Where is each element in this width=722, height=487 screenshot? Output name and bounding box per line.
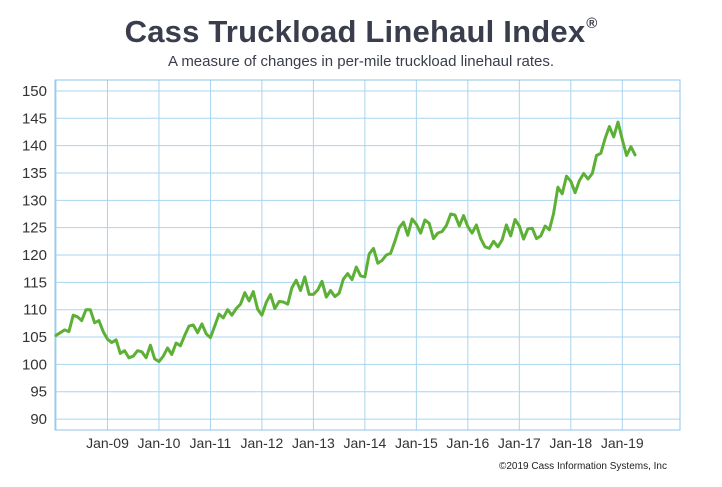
y-tick-label: 110 <box>23 302 47 319</box>
chart-subtitle: A measure of changes in per-mile trucklo… <box>167 53 555 70</box>
y-tick-label: 100 <box>22 356 47 373</box>
chart-title-row: Cass Truckload Linehaul Index® <box>0 14 722 50</box>
x-tick-label: Jan-10 <box>138 435 181 451</box>
chart-title: Cass Truckload Linehaul Index <box>124 14 586 49</box>
copyright-notice: ©2019 Cass Information Systems, Inc <box>499 461 667 472</box>
y-tick-label: 145 <box>22 110 47 127</box>
y-tick-label: 150 <box>22 83 47 100</box>
y-tick-label: 135 <box>22 165 47 182</box>
x-tick-label: Jan-15 <box>395 435 438 451</box>
plot-frame <box>54 79 681 431</box>
x-tick-label: Jan-13 <box>292 435 335 451</box>
x-tick-label: Jan-16 <box>446 435 489 451</box>
y-axis-tick-labels: 150 145 140 135 130 125 120 115 110 105 100 95 90 <box>22 83 47 428</box>
y-tick-label: 95 <box>30 384 47 401</box>
x-tick-label: Jan-11 <box>190 435 232 451</box>
y-tick-label: 125 <box>22 220 47 237</box>
y-tick-label: 105 <box>22 329 47 346</box>
y-tick-label: 130 <box>22 192 47 209</box>
y-tick-label: 115 <box>23 274 47 291</box>
y-tick-label: 120 <box>22 247 47 264</box>
x-axis-tick-labels: Jan-09 Jan-10 Jan-11 Jan-12 Jan-13 Jan-14 Jan-… <box>86 435 644 451</box>
x-tick-label: Jan-09 <box>86 435 129 451</box>
plot-border <box>54 79 681 431</box>
y-tick-label: 90 <box>30 411 47 428</box>
x-tick-label: Jan-12 <box>241 435 284 451</box>
y-tick-label: 140 <box>22 138 47 155</box>
x-tick-label: Jan-17 <box>498 435 541 451</box>
x-tick-label: Jan-18 <box>549 435 592 451</box>
horizontal-gridlines <box>55 90 680 420</box>
registered-mark: ® <box>586 15 598 32</box>
x-tick-label: Jan-14 <box>343 435 386 451</box>
series-group <box>54 120 637 364</box>
x-tick-label: Jan-19 <box>601 435 644 451</box>
index-series-line <box>54 120 637 364</box>
